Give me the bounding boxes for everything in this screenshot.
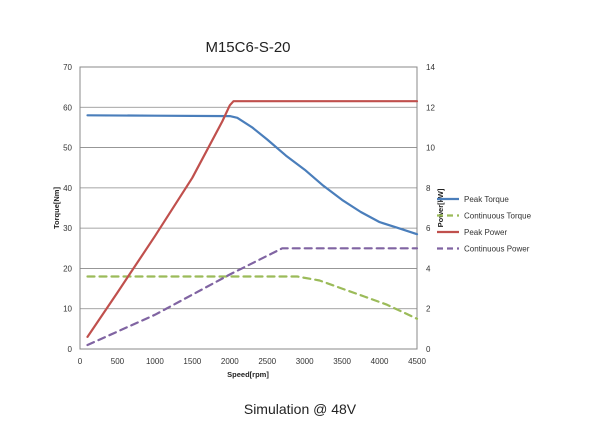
y-tick-label: 50 bbox=[63, 144, 72, 153]
x-tick-label: 1000 bbox=[146, 357, 164, 366]
x-axis-label: Speed[rpm] bbox=[227, 370, 269, 379]
y-axis-label: Torque[Nm] bbox=[52, 187, 61, 229]
legend-label: Peak Power bbox=[464, 228, 507, 237]
legend-label: Peak Torque bbox=[464, 195, 509, 204]
y-tick-label: 10 bbox=[63, 305, 72, 314]
x-tick-label: 4500 bbox=[408, 357, 426, 366]
y-tick-label: 60 bbox=[63, 103, 72, 112]
x-tick-label: 0 bbox=[78, 357, 83, 366]
series-line-peak-power bbox=[86, 100, 419, 338]
y2-tick-label: 6 bbox=[426, 224, 431, 233]
y2-axis-ticks: 0 2 4 6 8 10 12 14 bbox=[426, 63, 435, 354]
y2-tick-label: 12 bbox=[426, 103, 435, 112]
grid-lines bbox=[80, 106, 417, 310]
y2-tick-label: 14 bbox=[426, 63, 435, 72]
x-tick-label: 3500 bbox=[333, 357, 351, 366]
footer: Simulation @ 48V bbox=[0, 401, 600, 419]
simulation-caption: Simulation @ 48V bbox=[243, 401, 357, 417]
y2-tick-label: 8 bbox=[426, 184, 431, 193]
x-tick-label: 3000 bbox=[296, 357, 314, 366]
series-lines bbox=[86, 100, 419, 347]
y-tick-label: 20 bbox=[63, 264, 72, 273]
y2-tick-label: 2 bbox=[426, 305, 431, 314]
y2-tick-label: 4 bbox=[426, 264, 431, 273]
x-tick-label: 2000 bbox=[221, 357, 239, 366]
y2-tick-label: 0 bbox=[426, 345, 431, 354]
y2-axis-label: Power[kW] bbox=[436, 188, 445, 227]
legend-label: Continuous Power bbox=[464, 245, 530, 254]
chart-title: M15C6-S-20 bbox=[205, 39, 290, 56]
x-tick-label: 1500 bbox=[183, 357, 201, 366]
x-tick-label: 500 bbox=[111, 357, 125, 366]
series-line-continuous-torque bbox=[86, 275, 419, 320]
y-axis-ticks: 0 10 20 30 40 50 60 70 bbox=[63, 63, 72, 354]
series-line-continuous-power bbox=[86, 247, 419, 347]
legend: Peak Torque Continuous Torque Peak Power Co… bbox=[437, 195, 532, 254]
y-tick-label: 70 bbox=[63, 63, 72, 72]
y-tick-label: 40 bbox=[63, 184, 72, 193]
x-tick-label: 2500 bbox=[258, 357, 276, 366]
series-line-peak-torque bbox=[86, 114, 419, 236]
x-tick-label: 4000 bbox=[371, 357, 389, 366]
plot-area bbox=[79, 66, 418, 350]
y-tick-label: 30 bbox=[63, 224, 72, 233]
y2-tick-label: 10 bbox=[426, 144, 435, 153]
x-axis-ticks: 0 500 1000 1500 2000 2500 3000 3500 4000 4500 bbox=[78, 357, 427, 366]
y-tick-label: 0 bbox=[68, 345, 73, 354]
legend-label: Continuous Torque bbox=[464, 212, 532, 221]
